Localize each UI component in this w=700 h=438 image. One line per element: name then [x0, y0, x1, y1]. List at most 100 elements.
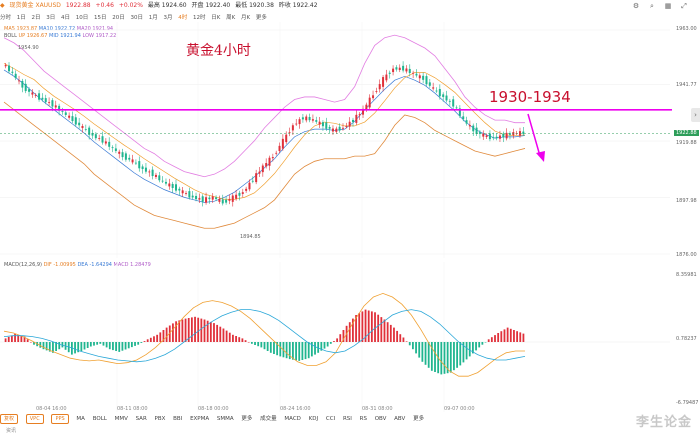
- chip-button[interactable]: VPC: [25, 414, 44, 424]
- macd-bar: [443, 342, 446, 374]
- dea-label: DEA -1.64294: [77, 262, 112, 268]
- macd-chart[interactable]: [0, 262, 700, 412]
- macd-bar: [472, 342, 474, 354]
- candle-body: [301, 117, 304, 120]
- tab-period[interactable]: 日K: [211, 15, 221, 21]
- indicator-item[interactable]: KDJ: [308, 416, 319, 422]
- macd-bar: [377, 314, 380, 342]
- chip-button[interactable]: PPS: [51, 414, 69, 424]
- macd-bar: [415, 342, 417, 354]
- chip-button[interactable]: 复权: [0, 414, 19, 424]
- macd-bar: [80, 342, 83, 351]
- tab-period[interactable]: 2日: [31, 15, 41, 21]
- tab-period[interactable]: 周K: [226, 15, 236, 21]
- indicator-item[interactable]: OBV: [374, 416, 387, 422]
- macd-bar: [190, 317, 193, 342]
- tab-period[interactable]: 30日: [130, 15, 144, 21]
- indicator-item[interactable]: EXPMA: [190, 416, 210, 422]
- candle-body: [124, 153, 127, 160]
- tab-period[interactable]: 3月: [163, 15, 173, 21]
- macd-bar: [427, 342, 430, 368]
- macd-bar: [446, 342, 449, 374]
- tab-period[interactable]: 更多: [255, 15, 267, 21]
- candle-body: [205, 197, 208, 203]
- candle-body: [348, 121, 351, 127]
- indicator-item[interactable]: CCI: [325, 416, 336, 422]
- macd-bar: [263, 342, 266, 350]
- resistance-level-label: 1930-1934: [489, 88, 571, 106]
- ma-legend[interactable]: MA5 1923.87 MA10 1922.72 MA20 1921.94: [4, 26, 113, 32]
- macd-bar: [412, 342, 414, 350]
- indicator-item[interactable]: RSI: [342, 416, 352, 422]
- indicator-item[interactable]: RS: [359, 416, 367, 422]
- tab-period[interactable]: 12时: [193, 15, 206, 21]
- macd-bar: [317, 342, 320, 353]
- indicator-item[interactable]: ABV: [394, 416, 406, 422]
- macd-bar: [10, 335, 13, 342]
- candle-body: [492, 137, 495, 139]
- macd-bar: [232, 334, 234, 342]
- macd-bar: [295, 342, 297, 361]
- indicator-item[interactable]: SMMA: [216, 416, 234, 422]
- tab-period[interactable]: 15日: [94, 15, 107, 21]
- period-tabs: 分时 1日 2日 3日 4日 10日 15日 20日 30日 1月 3月 4时 …: [0, 13, 700, 23]
- indicator-item[interactable]: MA: [76, 416, 85, 422]
- indicator-item[interactable]: 更多: [241, 416, 253, 422]
- high-marker-label: 1954.90: [18, 45, 39, 51]
- candle-body: [114, 148, 117, 152]
- candle-body: [382, 77, 385, 87]
- indicator-item[interactable]: BOLL: [92, 416, 107, 422]
- tab-period[interactable]: 月K: [240, 15, 251, 21]
- macd-legend[interactable]: MACD(12,26,9) DIF -1.00995 DEA -1.64294 …: [4, 262, 151, 268]
- candle-body: [88, 127, 91, 135]
- candle-body: [405, 68, 408, 72]
- axis-price-label: 1941.77: [676, 82, 697, 88]
- tab-period[interactable]: 分时: [0, 15, 12, 21]
- tab-period[interactable]: 1月: [148, 15, 158, 21]
- macd-bar: [156, 334, 159, 342]
- macd-bar: [355, 315, 357, 342]
- tab-period[interactable]: 4日: [61, 15, 71, 21]
- candle-body: [462, 116, 465, 120]
- price-chart[interactable]: [0, 22, 700, 258]
- boll-label: BOLL: [4, 33, 17, 39]
- candle-body: [338, 126, 341, 131]
- settings-icon[interactable]: ⚙: [632, 2, 640, 10]
- indicator-item[interactable]: MACD: [284, 416, 301, 422]
- candle-body: [355, 114, 358, 123]
- candle-body: [392, 68, 395, 73]
- collapse-side-panel-icon[interactable]: ›: [691, 108, 700, 122]
- tab-period[interactable]: 1日: [16, 15, 26, 21]
- axis-price-label: 1876.00: [676, 252, 697, 258]
- indicator-item[interactable]: SAR: [135, 416, 147, 422]
- layout-icon[interactable]: ▦: [664, 2, 672, 10]
- candle-body: [98, 138, 101, 139]
- indicator-item[interactable]: PBX: [154, 416, 166, 422]
- fullscreen-icon[interactable]: ⤢: [681, 2, 687, 10]
- tab-period[interactable]: 3日: [46, 15, 56, 21]
- macd-bar: [424, 342, 427, 365]
- indicator-item[interactable]: BBI: [173, 416, 183, 422]
- indicator-item[interactable]: MMV: [114, 416, 128, 422]
- candle-body: [298, 119, 301, 125]
- news-link[interactable]: 资讯: [6, 428, 17, 434]
- candle-body: [94, 134, 97, 139]
- tab-period-active[interactable]: 4时: [178, 15, 188, 21]
- candle-body: [432, 87, 435, 89]
- tab-period[interactable]: 20日: [112, 15, 125, 21]
- boll-legend[interactable]: BOLL UP 1926.67 MID 1921.94 LOW 1917.22: [4, 33, 116, 39]
- tab-period[interactable]: 10日: [75, 15, 89, 21]
- candle-body: [108, 141, 111, 147]
- macd-bar: [494, 335, 496, 342]
- macd-bar: [478, 342, 481, 348]
- candle-body: [435, 90, 438, 92]
- macd-bar: [336, 338, 339, 342]
- candle-body: [412, 72, 415, 74]
- symbol-name[interactable]: 现货黄金 XAUUSD: [9, 2, 61, 9]
- indicator-item[interactable]: 成交量: [260, 416, 277, 422]
- candle-body: [425, 76, 428, 85]
- search-icon[interactable]: ⌕: [650, 2, 654, 10]
- macd-bar: [181, 319, 184, 342]
- candle-body: [211, 196, 214, 200]
- indicator-item[interactable]: 更多: [413, 416, 425, 422]
